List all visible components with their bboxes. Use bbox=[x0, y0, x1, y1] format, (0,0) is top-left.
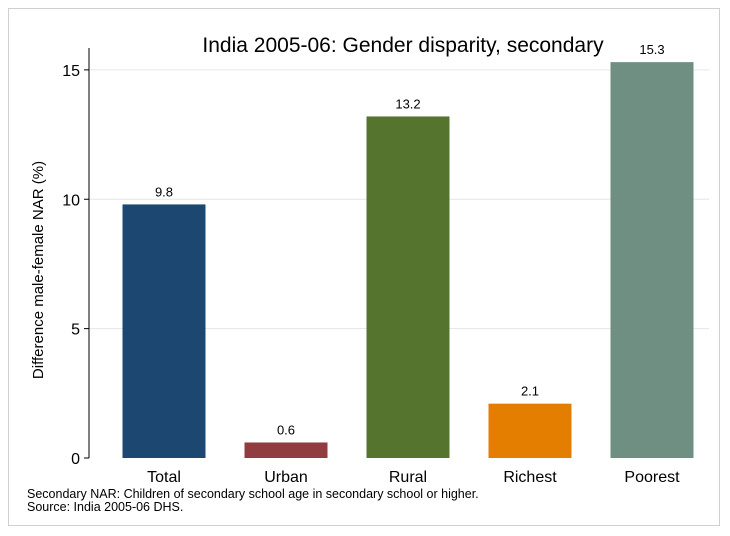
data-label-rural: 13.2 bbox=[395, 96, 420, 111]
data-label-total: 9.8 bbox=[155, 184, 173, 199]
x-tick-label-total: Total bbox=[147, 469, 181, 486]
footnote-definition: Secondary NAR: Children of secondary sch… bbox=[27, 487, 479, 501]
bar-rural bbox=[366, 116, 450, 458]
data-label-richest: 2.1 bbox=[521, 384, 539, 399]
y-axis: 0 5 10 15 bbox=[62, 48, 90, 468]
y-tick-label-0: 0 bbox=[71, 451, 80, 468]
y-tick-label-10: 10 bbox=[62, 192, 80, 209]
bar-poorest bbox=[610, 62, 694, 459]
y-tick-label-5: 5 bbox=[71, 322, 80, 339]
footnote-source: Source: India 2005-06 DHS. bbox=[27, 500, 184, 514]
bars-group bbox=[122, 62, 694, 459]
data-label-poorest: 15.3 bbox=[639, 42, 664, 57]
y-tick-label-15: 15 bbox=[62, 63, 80, 80]
bar-richest bbox=[488, 403, 572, 458]
bar-total bbox=[122, 204, 206, 458]
labels-group: 9.8 Total 0.6 Urban 13.2 Rural 2.1 Richest 15.3 P… bbox=[147, 42, 680, 486]
x-tick-label-urban: Urban bbox=[264, 469, 308, 486]
x-tick-label-richest: Richest bbox=[503, 469, 557, 486]
y-axis-label: Difference male-female NAR (%) bbox=[30, 161, 47, 379]
bar-urban bbox=[244, 442, 328, 458]
chart-title: India 2005-06: Gender disparity, seconda… bbox=[202, 34, 604, 57]
x-tick-label-poorest: Poorest bbox=[624, 469, 680, 486]
data-label-urban: 0.6 bbox=[277, 422, 295, 437]
x-tick-label-rural: Rural bbox=[389, 469, 427, 486]
